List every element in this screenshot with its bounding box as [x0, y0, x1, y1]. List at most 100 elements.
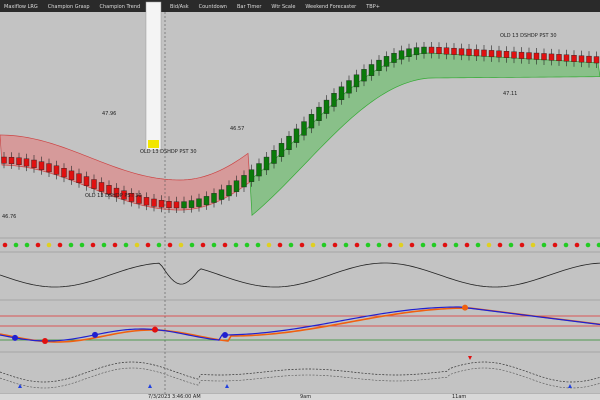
signal-dot	[365, 242, 371, 248]
signal-dot	[35, 242, 41, 248]
candle	[586, 55, 592, 63]
signal-dot	[112, 242, 118, 248]
signal-dot	[123, 242, 129, 248]
candle	[166, 201, 172, 209]
color-swatch[interactable]	[148, 140, 159, 148]
signal-dot	[563, 242, 569, 248]
price-label: 46.76	[2, 214, 16, 220]
signal-dot	[420, 242, 426, 248]
candle	[571, 55, 577, 62]
candle	[286, 135, 292, 150]
candle	[76, 173, 82, 183]
candle	[241, 175, 247, 188]
annotation: OLD 13 DSHDP PST 30	[85, 193, 142, 199]
candle	[91, 179, 97, 189]
candle	[368, 64, 375, 76]
candle	[316, 106, 322, 121]
cross-dot	[462, 304, 468, 311]
toolbar-item: Bid/Ask	[170, 4, 189, 10]
signal-dot	[156, 242, 162, 248]
candle	[466, 48, 472, 56]
candle	[136, 195, 142, 204]
signal-dot	[530, 242, 536, 248]
toolbar-item: Champion Grasp	[48, 4, 90, 10]
signal-dot	[2, 242, 8, 248]
signal-dot	[233, 242, 239, 248]
time-label: 9am	[300, 394, 311, 400]
cross-dot	[152, 326, 158, 333]
price-pane	[0, 42, 600, 216]
signal-dot	[343, 242, 349, 248]
candle	[398, 50, 405, 60]
cross-dot	[42, 337, 48, 344]
signal-dot	[497, 242, 503, 248]
arrow-marker	[18, 384, 22, 388]
candle	[323, 99, 330, 114]
candle	[293, 128, 300, 143]
candle	[271, 150, 277, 164]
signal-dot	[167, 242, 173, 248]
candle	[53, 165, 60, 175]
signal-dot	[409, 242, 415, 248]
dashed-line	[0, 367, 600, 389]
signal-dot	[46, 242, 52, 248]
candle	[263, 156, 270, 171]
candle	[46, 163, 52, 173]
candle	[173, 201, 180, 209]
candle	[308, 114, 315, 129]
signal-dot	[244, 242, 250, 248]
signal-dot	[134, 242, 140, 248]
candle	[158, 200, 165, 208]
candle	[203, 196, 210, 206]
signal-dot	[398, 242, 404, 248]
candle	[578, 55, 585, 63]
toolbar-items: Maxiflow LRG Champion Grasp Champion Trend…	[4, 4, 380, 10]
candle	[278, 143, 285, 157]
cross-dot	[92, 331, 98, 338]
candle	[248, 169, 255, 182]
candle	[188, 200, 195, 208]
annotation: OLD 13 DSHDP PST 30	[140, 149, 197, 155]
candle	[451, 47, 457, 55]
price-label: 46.57	[230, 126, 244, 132]
candle	[151, 198, 157, 207]
candle	[256, 163, 262, 177]
arrow-marker	[468, 356, 472, 360]
toolbar-item: Weekend Forecaster	[305, 4, 357, 10]
candle	[391, 52, 397, 63]
signal-dot	[475, 242, 481, 248]
macd-line	[0, 306, 600, 342]
candle	[1, 156, 7, 164]
signal-dot	[464, 242, 470, 248]
candle	[113, 187, 120, 198]
signal-dot	[354, 242, 360, 248]
candle	[23, 158, 30, 167]
cross-dot	[12, 334, 18, 341]
candle	[488, 50, 495, 58]
drawing-toolbar[interactable]	[145, 1, 162, 151]
candle	[98, 182, 105, 192]
signal-dot	[332, 242, 338, 248]
signal-dot	[79, 242, 85, 248]
candle	[556, 54, 562, 62]
price-label: 47.11	[503, 91, 517, 97]
candle	[233, 180, 240, 192]
candle	[443, 47, 450, 55]
toolbar-item: Countdown	[199, 4, 227, 10]
candle	[496, 50, 502, 58]
toolbar-item: Wtr Scale	[271, 4, 295, 10]
candle	[106, 185, 112, 195]
signal-dot	[541, 242, 547, 248]
candle	[38, 161, 45, 170]
candle	[8, 156, 15, 165]
candle	[196, 198, 202, 207]
candle	[413, 47, 420, 56]
candle	[338, 86, 345, 100]
signal-dot	[574, 242, 580, 248]
signal-dot	[376, 242, 382, 248]
candle	[121, 190, 127, 200]
cross-dot	[222, 331, 228, 338]
candle	[511, 51, 517, 59]
signal-dot	[189, 242, 195, 248]
